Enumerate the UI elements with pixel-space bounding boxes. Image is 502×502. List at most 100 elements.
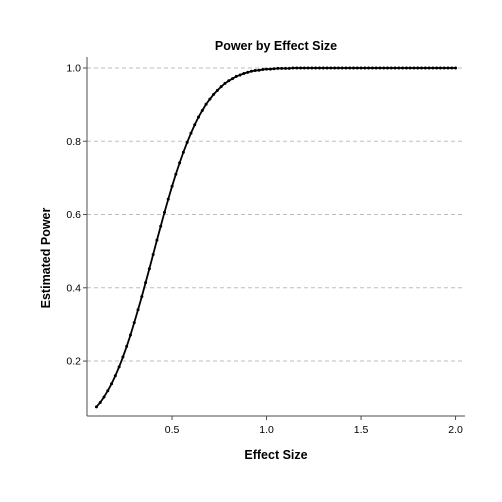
data-point-70 — [359, 66, 363, 70]
data-point-76 — [382, 66, 386, 70]
data-point-0 — [94, 405, 98, 409]
data-point-42 — [253, 69, 257, 73]
data-point-93 — [446, 66, 450, 70]
data-point-30 — [208, 97, 212, 101]
x-tick-label-3: 2.0 — [448, 424, 463, 436]
data-point-56 — [306, 66, 310, 70]
data-point-92 — [442, 66, 446, 70]
data-point-74 — [374, 66, 378, 70]
data-point-31 — [212, 92, 216, 96]
data-point-19 — [166, 197, 170, 201]
data-point-86 — [420, 66, 424, 70]
x-tick-label-1: 1.0 — [259, 424, 274, 436]
data-point-72 — [367, 66, 371, 70]
data-point-90 — [435, 66, 439, 70]
data-point-85 — [416, 66, 420, 70]
data-point-88 — [427, 66, 431, 70]
data-point-66 — [344, 66, 348, 70]
data-point-21 — [174, 172, 178, 176]
data-point-81 — [401, 66, 405, 70]
data-point-50 — [283, 66, 287, 70]
data-point-11 — [136, 308, 140, 312]
y-tick-label-1: 0.4 — [66, 282, 81, 294]
data-point-20 — [170, 184, 174, 188]
data-point-94 — [450, 66, 454, 70]
data-point-67 — [348, 66, 352, 70]
data-point-4 — [110, 382, 114, 386]
data-point-1 — [98, 400, 102, 404]
data-point-22 — [178, 161, 182, 165]
x-tick-label-0: 0.5 — [165, 424, 180, 436]
y-tick-label-2: 0.6 — [66, 209, 81, 221]
data-point-58 — [314, 66, 318, 70]
data-point-5 — [113, 374, 117, 378]
axes — [83, 57, 465, 420]
data-point-84 — [412, 66, 416, 70]
data-point-34 — [223, 81, 227, 85]
data-point-59 — [317, 66, 321, 70]
data-point-26 — [193, 123, 197, 127]
data-point-80 — [397, 66, 401, 70]
data-point-60 — [321, 66, 325, 70]
data-point-69 — [355, 66, 359, 70]
data-point-13 — [144, 281, 148, 285]
data-point-32 — [215, 88, 219, 92]
y-tick-label-0: 0.2 — [66, 356, 81, 368]
data-point-9 — [128, 333, 132, 337]
data-point-43 — [257, 68, 261, 72]
y-tick-label-3: 0.8 — [66, 136, 81, 148]
data-point-79 — [393, 66, 397, 70]
series-layer — [94, 66, 458, 409]
data-point-38 — [238, 73, 242, 77]
data-point-75 — [378, 66, 382, 70]
data-point-95 — [454, 66, 458, 70]
tick-labels: 0.2 0.4 0.6 0.8 1.0 0.5 1.0 1.5 2.0 — [66, 62, 463, 436]
data-point-63 — [333, 66, 337, 70]
data-point-71 — [363, 66, 367, 70]
grid-lines — [87, 67, 465, 362]
data-point-15 — [151, 252, 155, 256]
data-point-41 — [249, 69, 253, 73]
data-point-7 — [121, 355, 125, 359]
data-point-23 — [181, 150, 185, 154]
data-point-91 — [438, 66, 442, 70]
data-point-29 — [204, 102, 208, 106]
data-point-68 — [351, 66, 355, 70]
data-point-3 — [106, 389, 110, 393]
data-point-65 — [340, 66, 344, 70]
data-point-24 — [185, 140, 189, 144]
data-point-62 — [329, 66, 333, 70]
data-point-27 — [197, 115, 201, 119]
x-tick-label-2: 1.5 — [354, 424, 369, 436]
data-point-82 — [404, 66, 408, 70]
data-point-61 — [325, 66, 329, 70]
data-point-87 — [423, 66, 427, 70]
y-tick-label-4: 1.0 — [66, 62, 81, 74]
data-point-45 — [265, 67, 269, 71]
data-point-35 — [227, 79, 231, 83]
data-point-48 — [276, 66, 280, 70]
series-line-0 — [95, 67, 456, 408]
data-point-12 — [140, 295, 144, 299]
data-point-14 — [147, 267, 151, 271]
data-point-49 — [280, 66, 284, 70]
data-point-44 — [261, 67, 265, 71]
data-point-40 — [246, 70, 250, 74]
data-point-55 — [302, 66, 306, 70]
x-axis-label: Effect Size — [244, 448, 307, 462]
data-point-78 — [389, 66, 393, 70]
data-point-73 — [370, 66, 374, 70]
data-point-28 — [200, 108, 204, 112]
data-point-64 — [336, 66, 340, 70]
data-point-47 — [272, 67, 276, 71]
data-point-17 — [159, 224, 163, 228]
data-point-54 — [299, 66, 303, 70]
data-point-89 — [431, 66, 435, 70]
data-point-2 — [102, 395, 106, 399]
data-point-39 — [242, 71, 246, 75]
data-point-51 — [287, 66, 291, 70]
data-point-57 — [310, 66, 314, 70]
data-point-18 — [162, 210, 166, 214]
